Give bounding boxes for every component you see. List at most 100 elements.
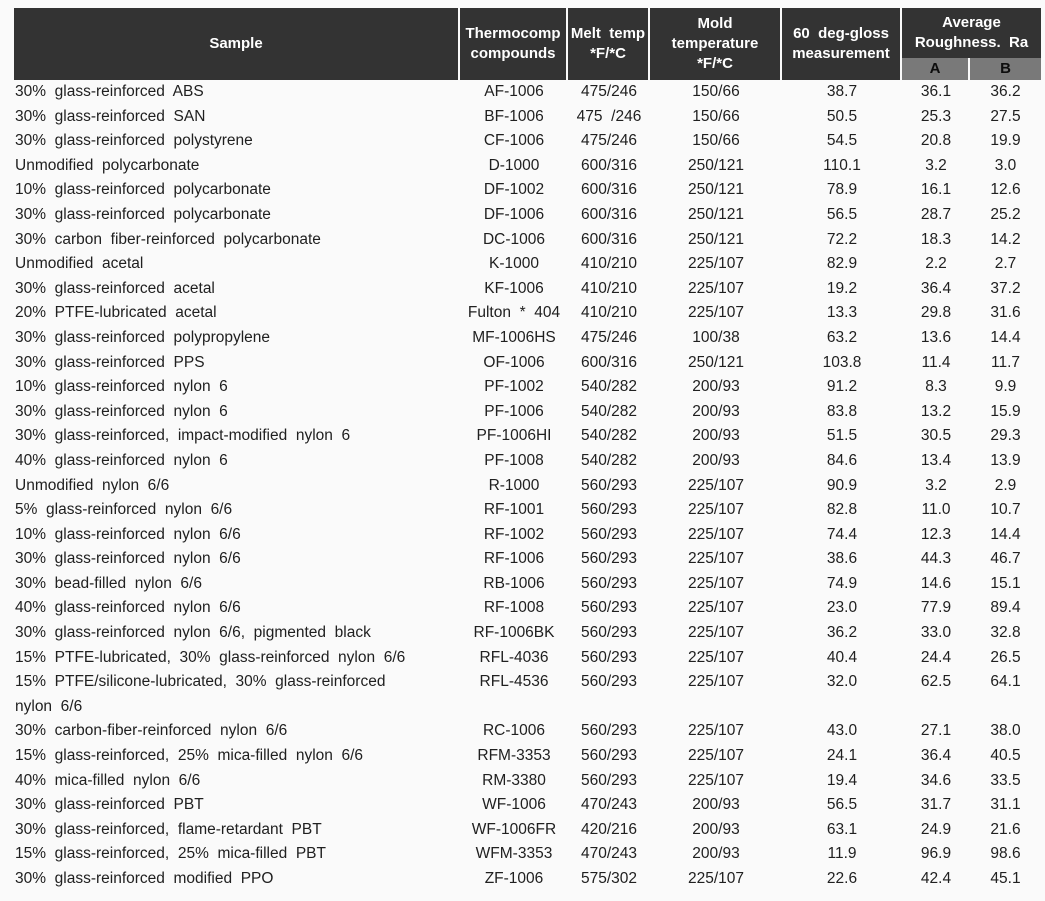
compound-cell: RM-3380 [482, 771, 546, 789]
roughness-a-cell: 25.3 [920, 107, 952, 125]
roughness-a-cell: 36.1 [920, 83, 952, 100]
melt-temp-cell: 560/293 [580, 648, 638, 666]
sample-cell: 30% glass-reinforced acetal [15, 279, 215, 297]
roughness-a-cell: 2.2 [925, 255, 947, 273]
sample-cell: 30% glass-reinforced polycarbonate [15, 205, 271, 223]
sample-cell: 10% glass-reinforced nylon 6/6 [15, 525, 241, 543]
mold-temp-cell: 225/107 [687, 525, 745, 543]
table-row: 30% glass-reinforced polypropylene MF-10… [14, 326, 1041, 351]
melt-temp-cell: 475/246 [580, 132, 638, 150]
mold-temp-cell: 200/93 [692, 402, 740, 420]
gloss-cell: 19.2 [826, 279, 858, 297]
table-row: 30% glass-reinforced nylon 6/6 RF-1006 5… [14, 547, 1041, 572]
sample-cell: 30% glass-reinforced ABS [15, 83, 204, 100]
table-row: Unmodified polycarbonate D-1000 600/316 … [14, 154, 1041, 179]
table-row: 10% glass-reinforced nylon 6/6 RF-1002 5… [14, 523, 1041, 548]
gloss-cell: 56.5 [826, 796, 858, 814]
sample-cell: 30% glass-reinforced nylon 6 [15, 402, 228, 420]
roughness-b-cell: 89.4 [990, 599, 1021, 617]
compound-cell: AF-1006 [484, 83, 544, 100]
mold-temp-cell: 225/107 [687, 747, 745, 765]
compound-cell: WF-1006FR [471, 820, 557, 838]
table-row: 5% glass-reinforced nylon 6/6 RF-1001 56… [14, 498, 1041, 523]
roughness-b-cell: 27.5 [990, 107, 1021, 125]
compound-cell: RFL-4536 [479, 673, 549, 691]
roughness-a-cell: 11.4 [921, 353, 951, 371]
roughness-a-cell: 34.6 [920, 771, 952, 789]
mold-temp-cell: 225/107 [687, 599, 745, 617]
table-row: 30% glass-reinforced polystyrene CF-1006… [14, 129, 1041, 154]
table-row: 15% glass-reinforced, 25% mica-filled ny… [14, 744, 1041, 769]
mold-temp-cell: 225/107 [687, 771, 745, 789]
roughness-a-cell: 20.8 [920, 132, 952, 150]
roughness-b-cell: 21.6 [990, 820, 1021, 838]
table-row: 30% glass-reinforced, impact-modified ny… [14, 424, 1041, 449]
mold-temp-cell: 225/107 [687, 574, 745, 592]
melt-temp-cell: 600/316 [580, 205, 638, 223]
gloss-cell: 78.9 [826, 181, 858, 199]
sample-cell: 30% glass-reinforced SAN [15, 107, 206, 125]
roughness-a-cell: 77.9 [920, 599, 952, 617]
document-page: Sample Thermocomp compounds Melt temp *F… [0, 8, 1045, 901]
roughness-b-cell: 15.1 [990, 574, 1021, 592]
sample-cell: 30% glass-reinforced PBT [15, 796, 204, 814]
roughness-a-cell: 24.9 [920, 820, 952, 838]
mold-temp-cell: 225/107 [687, 476, 745, 494]
col-header-sample: Sample [14, 8, 460, 80]
sample-cell: 15% PTFE-lubricated, 30% glass-reinforce… [15, 648, 406, 666]
roughness-b-cell: 38.0 [990, 722, 1021, 740]
compound-cell: Fulton * 404 [467, 304, 561, 322]
gloss-cell: 23.0 [826, 599, 858, 617]
melt-temp-cell: 560/293 [580, 673, 638, 691]
gloss-cell: 63.2 [826, 328, 858, 346]
roughness-b-cell: 64.1 [990, 673, 1021, 691]
header-row-main: Sample Thermocomp compounds Melt temp *F… [14, 8, 1042, 80]
mold-temp-cell: 250/121 [687, 181, 745, 199]
roughness-b-cell: 11.7 [990, 353, 1021, 371]
melt-temp-cell: 600/316 [580, 230, 638, 248]
roughness-a-cell: 31.7 [920, 796, 952, 814]
gloss-cell: 11.9 [827, 845, 857, 863]
melt-temp-cell: 475/246 [580, 328, 638, 346]
gloss-cell: 13.3 [826, 304, 858, 322]
compound-cell: D-1000 [488, 156, 540, 174]
compound-cell: RC-1006 [482, 722, 546, 740]
roughness-b-cell: 37.2 [990, 279, 1021, 297]
sample-cell: 30% glass-reinforced nylon 6/6 [15, 550, 241, 568]
mold-temp-cell: 200/93 [692, 427, 740, 445]
melt-temp-cell: 575/302 [580, 870, 638, 887]
sample-cell: Unmodified nylon 6/6 [15, 476, 170, 494]
compound-cell: WF-1006 [482, 796, 546, 814]
mold-temp-cell: 100/38 [692, 328, 740, 346]
melt-temp-cell: 475 /246 [576, 107, 642, 125]
mold-temp-cell: 225/107 [687, 501, 745, 519]
mold-temp-cell: 200/93 [692, 845, 740, 863]
roughness-a-cell: 13.4 [920, 451, 952, 469]
table-row: 30% glass-reinforced PPS OF-1006 600/316… [14, 351, 1041, 376]
sample-cell: 30% carbon fiber-reinforced polycarbonat… [15, 230, 321, 248]
roughness-b-cell: 2.7 [994, 255, 1017, 273]
mold-temp-cell: 200/93 [692, 796, 740, 814]
roughness-a-cell: 36.4 [920, 279, 952, 297]
melt-temp-cell: 540/282 [580, 451, 638, 469]
mold-temp-cell: 225/107 [687, 648, 745, 666]
mold-temp-cell: 225/107 [687, 722, 745, 740]
sample-cell: 15% glass-reinforced, 25% mica-filled PB… [15, 845, 326, 863]
mold-temp-cell: 150/66 [692, 83, 740, 100]
melt-temp-cell: 560/293 [580, 525, 638, 543]
table-row: Unmodified acetal K-1000 410/210 225/107… [14, 252, 1041, 277]
sample-cell: 10% glass-reinforced polycarbonate [15, 181, 271, 199]
compound-cell: K-1000 [489, 255, 539, 273]
mold-temp-cell: 225/107 [687, 550, 745, 568]
melt-temp-cell: 410/210 [580, 255, 638, 273]
sample-cell: 30% glass-reinforced polystyrene [15, 132, 253, 150]
roughness-b-cell: 14.4 [990, 525, 1021, 543]
melt-temp-cell: 560/293 [580, 550, 638, 568]
mold-temp-cell: 225/107 [687, 304, 745, 322]
roughness-a-cell: 11.0 [921, 501, 951, 519]
roughness-b-cell: 29.3 [990, 427, 1021, 445]
compound-cell: DC-1006 [482, 230, 546, 248]
roughness-b-cell: 33.5 [990, 771, 1021, 789]
melt-temp-cell: 560/293 [580, 771, 638, 789]
roughness-a-cell: 24.4 [920, 648, 952, 666]
